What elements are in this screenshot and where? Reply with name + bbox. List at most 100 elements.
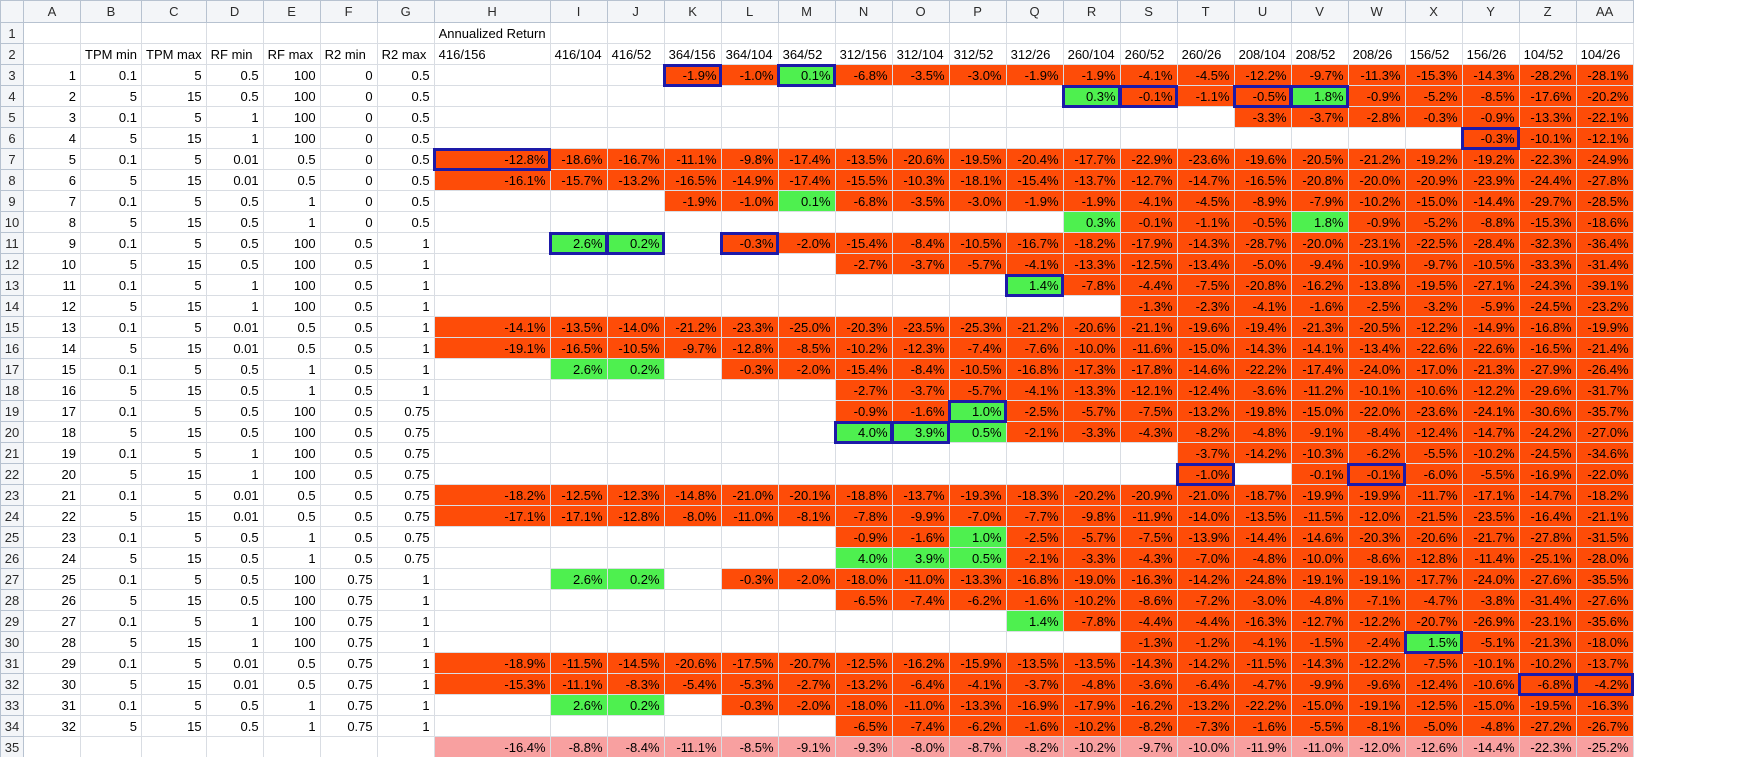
row-header[interactable]: 16 <box>0 337 24 359</box>
cell-t[interactable]: -7.5% <box>1176 274 1235 296</box>
cell-j[interactable] <box>606 274 665 296</box>
cell-p[interactable]: -5.7% <box>948 253 1007 275</box>
cell-s[interactable]: -4.3% <box>1119 547 1178 569</box>
cell-s[interactable]: -4.4% <box>1119 610 1178 632</box>
cell-g[interactable]: 0.75 <box>376 484 435 506</box>
cell-s[interactable]: -1.3% <box>1119 295 1178 317</box>
cell-f[interactable]: 0.75 <box>319 673 378 695</box>
cell-w[interactable]: -0.9% <box>1347 211 1406 233</box>
cell-z[interactable]: -24.5% <box>1518 442 1577 464</box>
cell-z[interactable]: -32.3% <box>1518 232 1577 254</box>
cell-j[interactable]: -16.7% <box>606 148 665 170</box>
cell-n[interactable] <box>834 610 893 632</box>
cell-y[interactable]: -10.6% <box>1461 673 1520 695</box>
cell-m[interactable] <box>777 379 836 401</box>
cell-v[interactable]: 1.8% <box>1290 84 1350 108</box>
cell-d[interactable]: 0.5 <box>205 589 264 611</box>
cell-z[interactable]: -14.7% <box>1518 484 1577 506</box>
cell-q[interactable]: -2.5% <box>1005 400 1064 422</box>
cell-m[interactable] <box>777 442 836 464</box>
cell-d[interactable]: 0.01 <box>205 169 264 191</box>
cell-k[interactable]: -20.6% <box>663 652 722 674</box>
cell-d[interactable]: 0.01 <box>205 484 264 506</box>
cell-f[interactable]: 0.5 <box>319 547 378 569</box>
cell-a[interactable]: 31 <box>23 694 81 716</box>
cell-o[interactable]: -13.7% <box>891 484 950 506</box>
cell-p[interactable]: 0.5% <box>948 547 1007 569</box>
cell-c[interactable]: 5 <box>141 148 207 170</box>
cell-w[interactable]: -11.3% <box>1347 64 1406 86</box>
cell-q[interactable]: -4.1% <box>1005 379 1064 401</box>
cell-u[interactable]: -22.2% <box>1233 694 1292 716</box>
cell-m[interactable]: 0.1% <box>777 190 836 212</box>
cell-c[interactable]: 5 <box>141 442 207 464</box>
column-header-d[interactable]: D <box>205 0 264 23</box>
cell-h[interactable] <box>433 589 551 611</box>
cell-h[interactable] <box>433 232 551 254</box>
cell-j[interactable]: -14.0% <box>606 316 665 338</box>
cell-j[interactable]: 416/52 <box>606 43 665 65</box>
cell-x[interactable]: -12.2% <box>1404 316 1463 338</box>
cell-n[interactable] <box>834 127 893 149</box>
cell-r[interactable] <box>1062 295 1121 317</box>
cell-h[interactable] <box>433 547 551 569</box>
cell-y[interactable]: -28.4% <box>1461 232 1520 254</box>
cell-q[interactable]: -16.8% <box>1005 358 1064 380</box>
cell-r[interactable]: -7.8% <box>1062 274 1121 296</box>
cell-y[interactable]: -19.2% <box>1461 148 1520 170</box>
cell-o[interactable]: -3.7% <box>891 253 950 275</box>
cell-h[interactable]: -18.9% <box>433 652 551 674</box>
cell-w[interactable]: -20.5% <box>1347 316 1406 338</box>
cell-n[interactable]: 4.0% <box>834 420 894 444</box>
cell-z[interactable]: -17.6% <box>1518 85 1577 107</box>
cell-p[interactable]: -3.0% <box>948 64 1007 86</box>
cell-j[interactable]: -13.2% <box>606 169 665 191</box>
cell-k[interactable]: -21.2% <box>663 316 722 338</box>
cell-j[interactable] <box>606 463 665 485</box>
cell-y[interactable]: -24.1% <box>1461 400 1520 422</box>
cell-s[interactable]: -9.7% <box>1119 736 1178 757</box>
cell-e[interactable]: 100 <box>262 463 321 485</box>
cell-m[interactable] <box>777 253 836 275</box>
cell-j[interactable] <box>606 379 665 401</box>
cell-u[interactable]: -13.5% <box>1233 505 1292 527</box>
cell-l[interactable]: -9.8% <box>720 148 779 170</box>
row-header[interactable]: 1 <box>0 22 24 44</box>
cell-u[interactable]: -14.4% <box>1233 526 1292 548</box>
cell-i[interactable] <box>549 463 608 485</box>
cell-p[interactable] <box>948 211 1007 233</box>
cell-i[interactable]: 2.6% <box>549 231 609 255</box>
cell-j[interactable] <box>606 64 665 86</box>
cell-g[interactable]: 0.5 <box>376 127 435 149</box>
cell-m[interactable]: -17.4% <box>777 169 836 191</box>
column-header-c[interactable]: C <box>141 0 207 23</box>
cell-q[interactable]: -1.6% <box>1005 589 1064 611</box>
row-header[interactable]: 6 <box>0 127 24 149</box>
row-header[interactable]: 22 <box>0 463 24 485</box>
cell-x[interactable]: -19.5% <box>1404 274 1463 296</box>
cell-t[interactable]: -7.3% <box>1176 715 1235 737</box>
cell-r[interactable]: -17.3% <box>1062 358 1121 380</box>
cell-y[interactable] <box>1461 22 1520 44</box>
cell-w[interactable]: -10.2% <box>1347 190 1406 212</box>
cell-i[interactable] <box>549 22 608 44</box>
cell-aa[interactable]: -26.4% <box>1575 358 1634 380</box>
cell-h[interactable]: -19.1% <box>433 337 551 359</box>
cell-v[interactable]: -1.6% <box>1290 295 1349 317</box>
cell-q[interactable]: 1.4% <box>1005 610 1064 632</box>
cell-e[interactable]: RF max <box>262 43 321 65</box>
cell-h[interactable] <box>433 400 551 422</box>
cell-e[interactable]: 0.5 <box>262 652 321 674</box>
cell-i[interactable] <box>549 64 608 86</box>
cell-s[interactable]: -0.1% <box>1119 84 1179 108</box>
cell-aa[interactable]: -36.4% <box>1575 232 1634 254</box>
cell-t[interactable]: -14.6% <box>1176 358 1235 380</box>
cell-p[interactable]: 312/52 <box>948 43 1007 65</box>
column-header-f[interactable]: F <box>319 0 378 23</box>
cell-g[interactable]: 0.5 <box>376 64 435 86</box>
cell-i[interactable]: -13.5% <box>549 316 608 338</box>
cell-g[interactable]: 0.75 <box>376 526 435 548</box>
column-header-s[interactable]: S <box>1119 0 1178 23</box>
cell-m[interactable]: -20.1% <box>777 484 836 506</box>
cell-k[interactable] <box>663 568 722 590</box>
